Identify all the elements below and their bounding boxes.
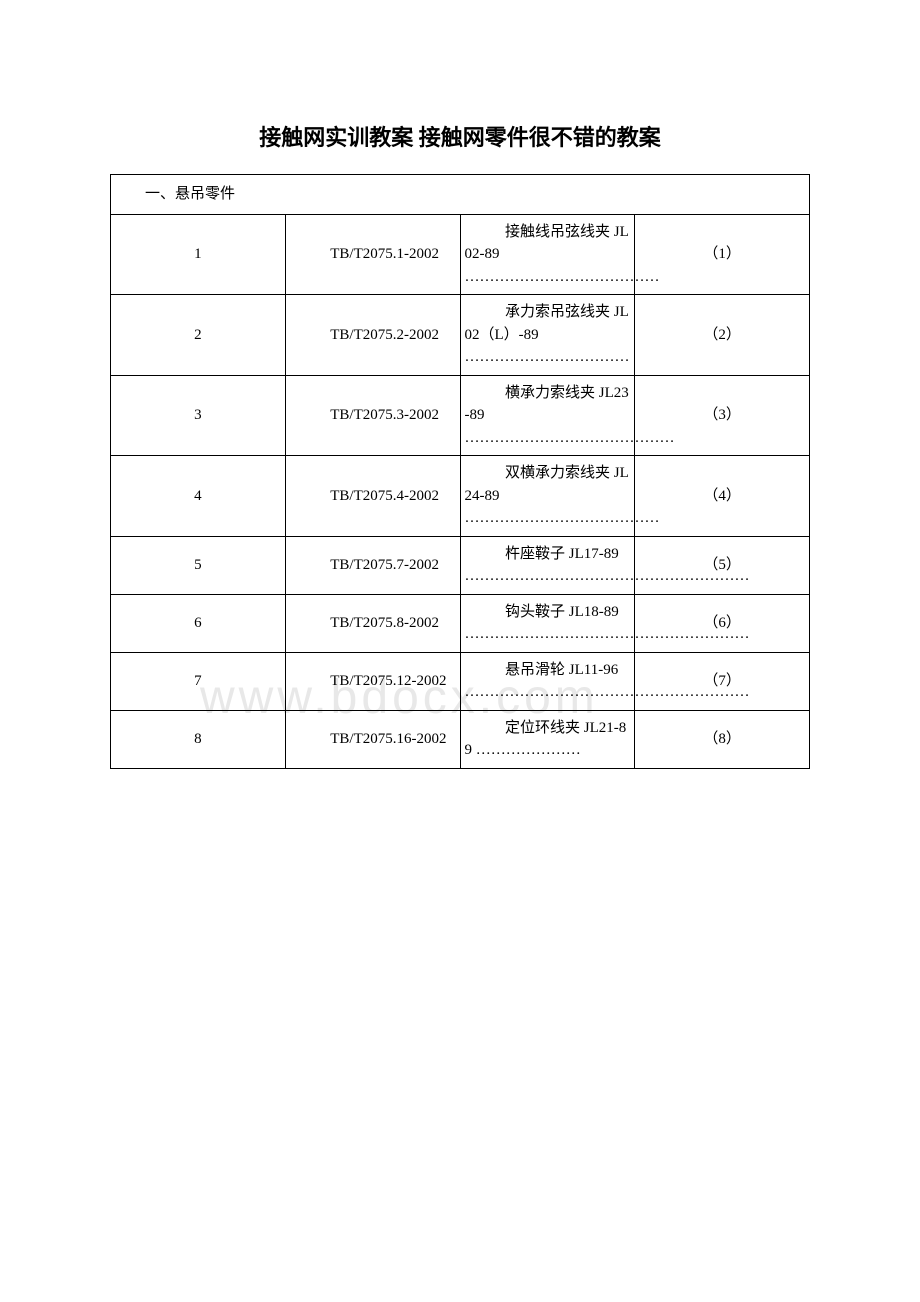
standard-code: TB/T2075.16-2002 bbox=[285, 710, 460, 768]
part-description: 双横承力索线夹 JL24-89 ………………………………… bbox=[460, 456, 635, 537]
standard-code: TB/T2075.7-2002 bbox=[285, 536, 460, 594]
part-description: 杵座鞍子 JL17-89 ………………………………………………… bbox=[460, 536, 635, 594]
row-number: 8 bbox=[111, 710, 286, 768]
row-number: 6 bbox=[111, 594, 286, 652]
standard-code: TB/T2075.2-2002 bbox=[285, 295, 460, 376]
part-description: 钩头鞍子 JL18-89 ………………………………………………… bbox=[460, 594, 635, 652]
reference-number: （7） bbox=[635, 652, 810, 710]
table-header-row: 一、悬吊零件 bbox=[111, 175, 810, 215]
part-description: 承力索吊弦线夹 JL02（L）-89 …………………………… bbox=[460, 295, 635, 376]
row-number: 4 bbox=[111, 456, 286, 537]
table-row: 6 TB/T2075.8-2002 钩头鞍子 JL18-89 ………………………… bbox=[111, 594, 810, 652]
table-row: 5 TB/T2075.7-2002 杵座鞍子 JL17-89 ………………………… bbox=[111, 536, 810, 594]
table-row: 7 TB/T2075.12-2002 悬吊滑轮 JL11-96 ……………………… bbox=[111, 652, 810, 710]
row-number: 3 bbox=[111, 375, 286, 456]
reference-number: （6） bbox=[635, 594, 810, 652]
standard-code: TB/T2075.4-2002 bbox=[285, 456, 460, 537]
standard-code: TB/T2075.3-2002 bbox=[285, 375, 460, 456]
table-row: 3 TB/T2075.3-2002 横承力索线夹 JL23-89 …………………… bbox=[111, 375, 810, 456]
table-row: 1 TB/T2075.1-2002 接触线吊弦线夹 JL02-89 ………………… bbox=[111, 214, 810, 295]
standard-code: TB/T2075.1-2002 bbox=[285, 214, 460, 295]
standard-code: TB/T2075.8-2002 bbox=[285, 594, 460, 652]
part-description: 接触线吊弦线夹 JL02-89 ………………………………… bbox=[460, 214, 635, 295]
table-row: 4 TB/T2075.4-2002 双横承力索线夹 JL24-89 ………………… bbox=[111, 456, 810, 537]
table-row: 8 TB/T2075.16-2002 定位环线夹 JL21-89 …………………… bbox=[111, 710, 810, 768]
reference-number: （2） bbox=[635, 295, 810, 376]
row-number: 7 bbox=[111, 652, 286, 710]
part-description: 定位环线夹 JL21-89 ………………… bbox=[460, 710, 635, 768]
section-header: 一、悬吊零件 bbox=[111, 175, 810, 215]
reference-number: （8） bbox=[635, 710, 810, 768]
part-description: 悬吊滑轮 JL11-96 ………………………………………………… bbox=[460, 652, 635, 710]
parts-table: 一、悬吊零件 1 TB/T2075.1-2002 接触线吊弦线夹 JL02-89… bbox=[110, 174, 810, 769]
row-number: 5 bbox=[111, 536, 286, 594]
reference-number: （4） bbox=[635, 456, 810, 537]
reference-number: （5） bbox=[635, 536, 810, 594]
part-description: 横承力索线夹 JL23-89 …………………………………… bbox=[460, 375, 635, 456]
table-row: 2 TB/T2075.2-2002 承力索吊弦线夹 JL02（L）-89 ………… bbox=[111, 295, 810, 376]
row-number: 1 bbox=[111, 214, 286, 295]
row-number: 2 bbox=[111, 295, 286, 376]
reference-number: （1） bbox=[635, 214, 810, 295]
standard-code: TB/T2075.12-2002 bbox=[285, 652, 460, 710]
page-title: 接触网实训教案 接触网零件很不错的教案 bbox=[110, 120, 810, 152]
